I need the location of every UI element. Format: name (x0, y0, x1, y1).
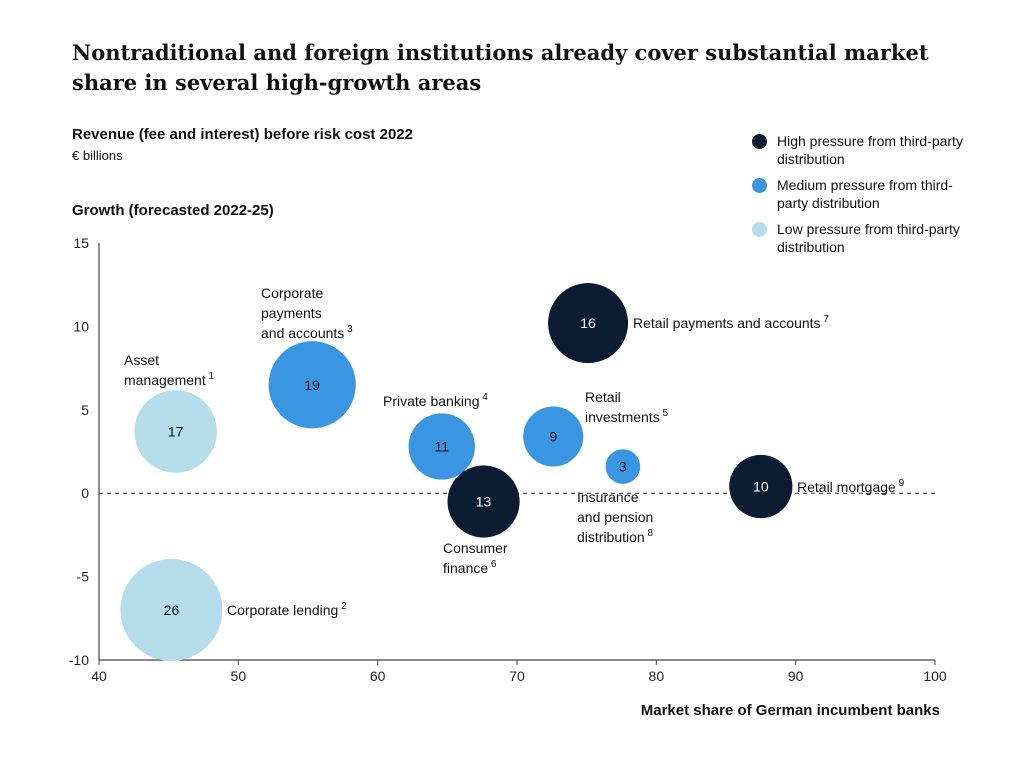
x-tick-label: 70 (509, 668, 525, 684)
bubble-label-7: Retail payments and accounts 7 (633, 314, 829, 331)
legend: High pressure from third-party distribut… (752, 132, 972, 264)
bubble-label-2: Corporate lending 2 (227, 601, 347, 618)
legend-item-high: High pressure from third-party distribut… (752, 132, 972, 168)
bubble-4 (408, 413, 475, 480)
bubble-label-8: Insurance and pension distribution 8 (577, 489, 653, 545)
legend-swatch-low (752, 222, 767, 237)
legend-label-high: High pressure from third-party distribut… (777, 133, 963, 167)
legend-swatch-high (752, 134, 767, 149)
chart-subtitle: Revenue (fee and interest) before risk c… (72, 126, 413, 143)
bubble-3 (268, 341, 356, 429)
bubble-1 (134, 390, 217, 473)
bubble-label-3: Corporate payments and accounts 3 (261, 285, 353, 341)
legend-label-medium: Medium pressure from third-party distrib… (777, 177, 953, 211)
bubble-label-1: Asset management 1 (124, 352, 214, 388)
bubble-value-3: 19 (304, 377, 320, 393)
bubble-7 (548, 283, 629, 364)
bubble-label-9: Retail mortgage 9 (797, 478, 905, 495)
bubble-value-8: 3 (619, 459, 627, 475)
bubble-6 (447, 465, 520, 538)
y-tick-label: 5 (81, 402, 89, 418)
y-tick-label: -10 (69, 652, 89, 668)
bubble-value-2: 26 (164, 602, 180, 618)
bubble-value-5: 9 (549, 428, 557, 444)
x-tick-label: 80 (649, 668, 665, 684)
bubble-label-4: Private banking 4 (383, 392, 488, 409)
y-tick-label: 15 (73, 235, 89, 251)
y-tick-label: 10 (73, 318, 89, 334)
x-tick-label: 90 (788, 668, 804, 684)
x-tick-label: 40 (91, 668, 107, 684)
unit-label: € billions (72, 148, 123, 163)
bubble-value-9: 10 (753, 479, 769, 495)
chart-title: Nontraditional and foreign institutions … (72, 40, 929, 95)
legend-item-medium: Medium pressure from third-party distrib… (752, 176, 972, 212)
bubble-value-1: 17 (168, 423, 184, 439)
bubble-2 (120, 558, 223, 661)
x-tick-label: 50 (231, 668, 247, 684)
bubble-label-5: Retail investments 5 (585, 389, 668, 425)
legend-item-low: Low pressure from third-party distributi… (752, 220, 972, 256)
x-tick-label: 60 (370, 668, 386, 684)
bubble-value-7: 16 (580, 315, 596, 331)
bubble-value-4: 11 (434, 438, 449, 454)
x-axis-title: Market share of German incumbent banks (640, 702, 940, 719)
bubble-5 (523, 406, 584, 467)
y-axis-title: Growth (forecasted 2022-25) (72, 202, 274, 219)
y-tick-label: 0 (81, 485, 89, 501)
bubble-value-6: 13 (476, 494, 492, 510)
bubble-8 (605, 449, 641, 484)
legend-swatch-medium (752, 178, 767, 193)
bubble-label-6: Consumer finance 6 (443, 540, 508, 576)
bubble-9 (729, 454, 793, 519)
legend-label-low: Low pressure from third-party distributi… (777, 221, 960, 255)
y-tick-label: -5 (77, 569, 90, 585)
x-tick-label: 100 (923, 668, 947, 684)
